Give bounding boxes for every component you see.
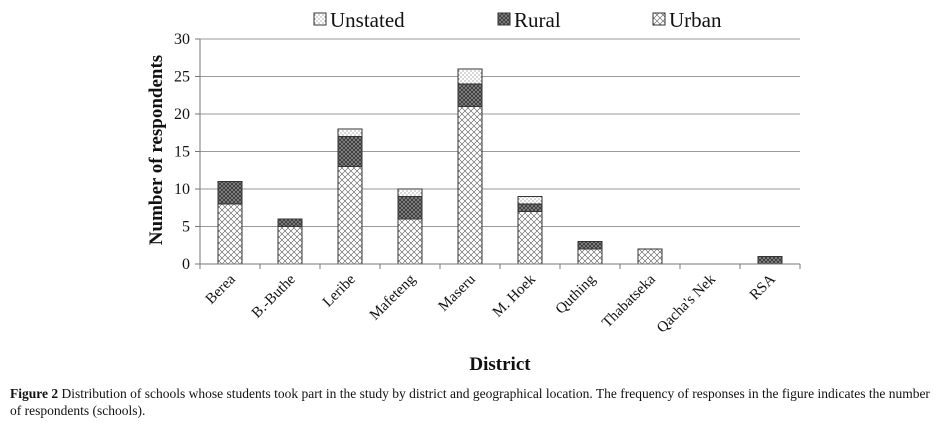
bar-segment-rural-4 bbox=[457, 83, 483, 107]
stacked-bar-chart: Unstated Rural Urban 0 5 10 15 20 25 30 Berea B.-B… bbox=[146, 8, 801, 375]
bar-segment-unstated-2 bbox=[337, 128, 363, 137]
x-tick-label: RSA bbox=[747, 271, 779, 303]
bar-segment-rural-1 bbox=[277, 218, 303, 227]
y-tick-label: 15 bbox=[174, 144, 190, 161]
legend-label-rural: Rural bbox=[514, 8, 561, 32]
bar-segment-urban-2 bbox=[337, 166, 363, 265]
bar-segment-unstated-4 bbox=[457, 68, 483, 85]
bar-segment-unstated-5 bbox=[517, 196, 543, 205]
bar-segment-rural-9 bbox=[757, 256, 783, 265]
x-tick-label: B.-Buthe bbox=[249, 271, 299, 321]
legend-swatch-urban bbox=[652, 12, 666, 26]
axes bbox=[195, 38, 801, 269]
legend-swatch-unstated bbox=[313, 12, 327, 26]
legend-swatch-rural bbox=[497, 12, 511, 26]
bar-segment-urban-0 bbox=[217, 203, 243, 265]
x-axis-title: District bbox=[469, 354, 531, 375]
figure-caption-text: Distribution of schools whose students t… bbox=[10, 386, 930, 418]
bar-segment-rural-0 bbox=[217, 181, 243, 205]
figure-caption: Figure 2 Distribution of schools whose s… bbox=[10, 385, 940, 419]
legend-label-unstated: Unstated bbox=[330, 8, 405, 32]
x-tick-label: Quthing bbox=[553, 271, 599, 317]
bar-segment-urban-3 bbox=[397, 218, 423, 265]
y-tick-label: 0 bbox=[182, 256, 190, 273]
x-tick-label: Qacha's Nek bbox=[654, 271, 719, 336]
y-axis-title: Number of respondents bbox=[146, 55, 167, 245]
bar-segment-unstated-3 bbox=[397, 188, 423, 197]
bar-segment-urban-6 bbox=[577, 248, 603, 265]
bar-segment-urban-4 bbox=[457, 106, 483, 265]
bar-segment-rural-5 bbox=[517, 203, 543, 212]
bar-segment-rural-3 bbox=[397, 196, 423, 220]
bar-segment-rural-2 bbox=[337, 136, 363, 167]
bar-segment-rural-6 bbox=[577, 241, 603, 250]
legend-label-urban: Urban bbox=[669, 8, 722, 32]
bar-segment-urban-1 bbox=[277, 226, 303, 265]
x-tick-label: Leribe bbox=[320, 271, 359, 310]
y-tick-label: 20 bbox=[174, 106, 190, 123]
bar-segment-urban-7 bbox=[637, 248, 663, 265]
x-tick-label: Mafeteng bbox=[367, 271, 419, 323]
x-tick-label: Maseru bbox=[436, 271, 479, 314]
y-tick-label: 25 bbox=[174, 69, 190, 86]
legend: Unstated Rural Urban bbox=[313, 8, 722, 32]
gridlines bbox=[200, 38, 800, 227]
y-tick-label: 10 bbox=[174, 181, 190, 198]
x-tick-label: M. Hoek bbox=[490, 271, 539, 320]
bar-segment-urban-5 bbox=[517, 211, 543, 265]
bars bbox=[217, 68, 783, 265]
figure-label: Figure 2 bbox=[10, 386, 59, 401]
x-tick-label: Thabatseka bbox=[599, 271, 659, 331]
y-tick-label: 5 bbox=[182, 219, 190, 236]
x-tick-label: Berea bbox=[203, 271, 239, 307]
y-tick-label: 30 bbox=[174, 31, 190, 48]
